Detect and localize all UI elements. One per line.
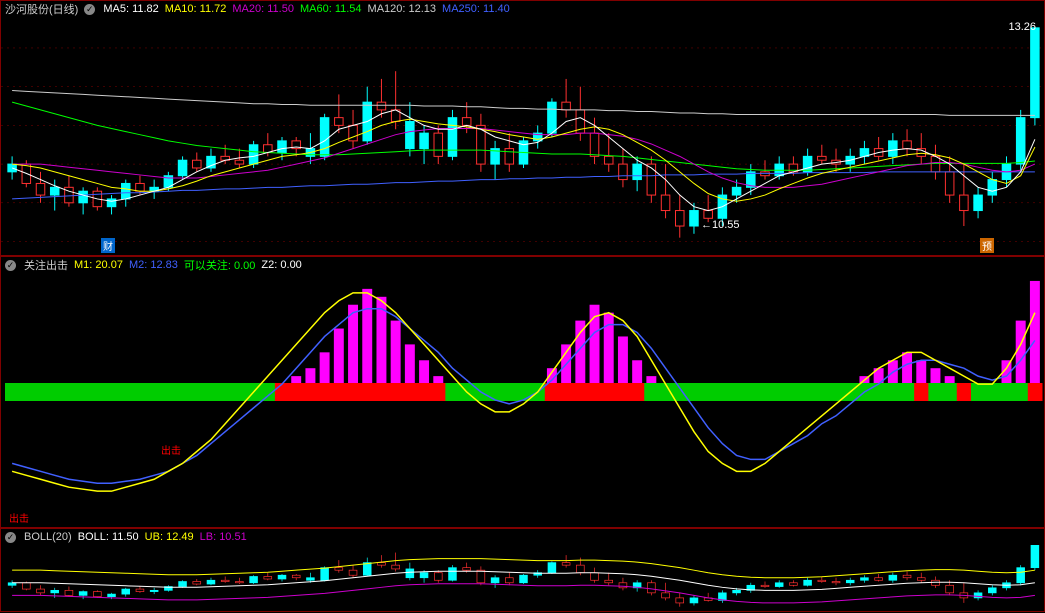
- boll-svg[interactable]: [1, 545, 1045, 613]
- indicator-header: ✓ 关注出击 M1: 20.07 M2: 12.83 可以关注: 0.00 Z2…: [1, 257, 1044, 273]
- boll-ub-label: UB: 12.49: [145, 531, 194, 543]
- z2-label: Z2: 0.00: [261, 259, 301, 271]
- main-chart-panel[interactable]: 沙河股份(日线) ✓ MA5: 11.82 MA10: 11.72 MA20: …: [0, 0, 1045, 256]
- price-low-label: ←10.55: [701, 219, 740, 231]
- boll-header: ✓ BOLL(20) BOLL: 11.50 UB: 12.49 LB: 10.…: [1, 529, 1044, 545]
- info-icon[interactable]: ✓: [5, 260, 16, 271]
- indicator-svg[interactable]: [1, 273, 1045, 511]
- ma10-label: MA10: 11.72: [165, 3, 227, 15]
- yu-badge[interactable]: 预: [980, 238, 994, 253]
- chuji-label-2: 出击: [9, 510, 29, 525]
- main-chart-header: 沙河股份(日线) ✓ MA5: 11.82 MA10: 11.72 MA20: …: [1, 1, 1044, 17]
- ma5-label: MA5: 11.82: [103, 3, 158, 15]
- boll-title: BOLL(20): [24, 531, 72, 543]
- cai-badge[interactable]: 财: [101, 238, 115, 253]
- indicator-panel[interactable]: ✓ 关注出击 M1: 20.07 M2: 12.83 可以关注: 0.00 Z2…: [0, 256, 1045, 528]
- m2-label: M2: 12.83: [129, 259, 178, 271]
- info-icon[interactable]: ✓: [84, 4, 95, 15]
- chuji-label-1: 出击: [161, 442, 181, 457]
- info-icon[interactable]: ✓: [5, 532, 16, 543]
- indicator-title: 关注出击: [24, 257, 68, 273]
- ma20-label: MA20: 11.50: [232, 3, 294, 15]
- boll-panel[interactable]: ✓ BOLL(20) BOLL: 11.50 UB: 12.49 LB: 10.…: [0, 528, 1045, 612]
- price-high-label: 13.26: [1008, 21, 1036, 33]
- ma60-label: MA60: 11.54: [300, 3, 362, 15]
- boll-lb-label: LB: 10.51: [200, 531, 247, 543]
- main-chart-svg[interactable]: [1, 17, 1045, 257]
- stock-title: 沙河股份(日线): [5, 1, 78, 17]
- ma250-label: MA250: 11.40: [442, 3, 510, 15]
- boll-mid-label: BOLL: 11.50: [78, 531, 139, 543]
- ma120-label: MA120: 12.13: [368, 3, 437, 15]
- m1-label: M1: 20.07: [74, 259, 123, 271]
- kg-label: 可以关注: 0.00: [184, 257, 256, 273]
